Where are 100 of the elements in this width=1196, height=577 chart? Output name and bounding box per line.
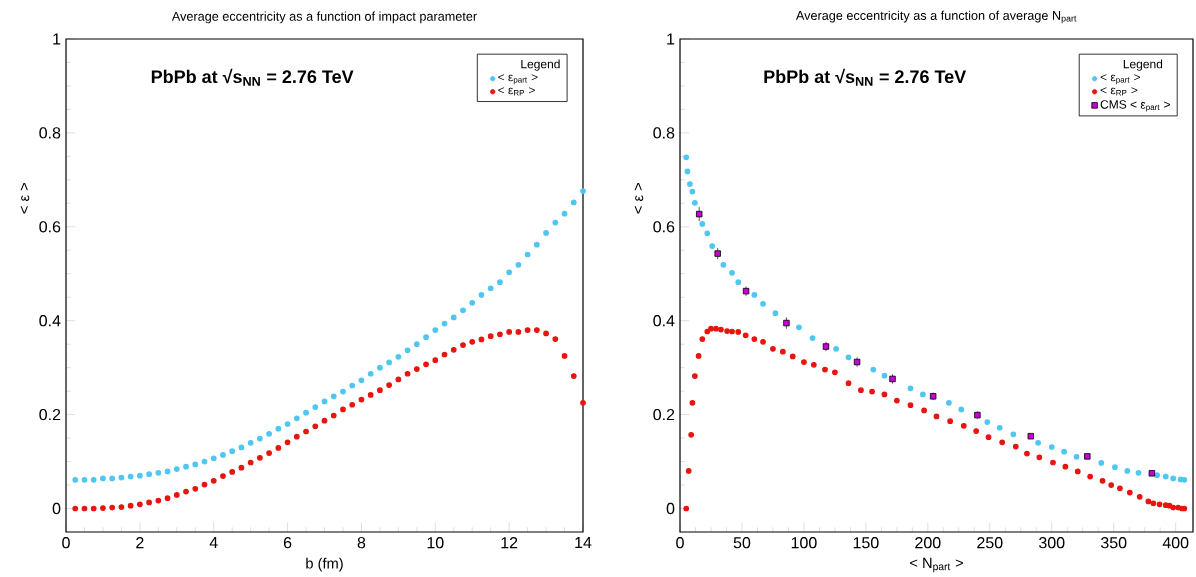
point xyxy=(257,435,263,442)
y-tick-label: 0.8 xyxy=(39,127,61,139)
point xyxy=(312,423,319,430)
point xyxy=(146,471,152,478)
point xyxy=(109,504,116,511)
point xyxy=(1024,450,1030,457)
point xyxy=(81,505,88,512)
x-tick-label: 0 xyxy=(676,537,684,549)
legend-label: < ε$_{part}$ > xyxy=(1100,74,1140,85)
y-tick-label: 0.6 xyxy=(653,221,675,233)
point xyxy=(687,181,693,187)
point xyxy=(183,488,189,495)
point xyxy=(580,400,586,406)
point xyxy=(293,433,300,440)
point xyxy=(720,261,727,268)
point xyxy=(220,452,226,458)
point xyxy=(395,353,402,360)
point xyxy=(893,397,900,404)
point xyxy=(822,366,828,373)
point xyxy=(1108,482,1115,488)
point xyxy=(984,419,991,425)
point xyxy=(1126,489,1133,496)
point xyxy=(183,463,189,470)
legend-title: Legend xyxy=(1123,59,1163,71)
point xyxy=(321,417,328,424)
point xyxy=(570,199,577,206)
point xyxy=(552,336,559,342)
point xyxy=(497,331,503,338)
point xyxy=(688,431,695,438)
point xyxy=(810,361,817,368)
point xyxy=(1170,475,1177,482)
x-tick-label: 10 xyxy=(427,537,444,549)
point xyxy=(708,325,714,332)
point xyxy=(985,434,992,441)
point xyxy=(506,329,513,335)
point xyxy=(907,402,914,409)
point xyxy=(266,430,272,437)
point xyxy=(303,428,309,435)
point xyxy=(229,448,236,455)
point xyxy=(386,359,392,366)
point xyxy=(441,351,448,358)
point xyxy=(683,154,690,161)
point xyxy=(1061,448,1067,455)
point xyxy=(1162,473,1169,480)
point xyxy=(340,388,346,395)
point xyxy=(692,373,698,379)
point xyxy=(173,466,180,472)
x-tick-label: 150 xyxy=(853,537,879,549)
point xyxy=(90,477,97,483)
point xyxy=(920,391,926,398)
y-tick-label: 1 xyxy=(53,33,61,45)
y-tick-label: 0.4 xyxy=(39,315,61,327)
point xyxy=(127,473,134,480)
point xyxy=(696,210,703,218)
point xyxy=(789,353,796,360)
point xyxy=(377,387,383,394)
point xyxy=(809,335,816,341)
point xyxy=(284,439,291,446)
point xyxy=(404,347,411,354)
y-tick-label: 0 xyxy=(666,502,675,515)
point xyxy=(90,505,97,512)
point xyxy=(760,338,766,345)
point xyxy=(432,327,439,333)
point xyxy=(137,501,143,508)
point xyxy=(229,469,236,475)
point xyxy=(742,332,749,339)
point xyxy=(713,325,719,332)
point xyxy=(1156,501,1163,508)
point xyxy=(1136,493,1143,500)
y-axis-title: < ε > xyxy=(634,183,644,214)
x-tick-label: 300 xyxy=(1039,537,1065,549)
point xyxy=(735,279,742,286)
point xyxy=(201,481,208,488)
point xyxy=(946,400,952,406)
point xyxy=(413,341,420,348)
point xyxy=(340,406,346,413)
point xyxy=(689,188,696,195)
point xyxy=(72,477,79,483)
point xyxy=(524,327,531,333)
x-tick-label: 12 xyxy=(501,537,518,549)
point xyxy=(580,188,586,194)
point xyxy=(561,353,568,359)
point xyxy=(960,423,967,429)
point xyxy=(247,439,254,446)
point xyxy=(570,373,577,379)
point xyxy=(533,241,540,248)
point xyxy=(729,328,735,335)
point xyxy=(543,230,549,236)
point xyxy=(921,407,927,414)
point xyxy=(729,269,735,276)
point xyxy=(1012,443,1019,450)
y-axis-title: < ε > xyxy=(20,183,30,214)
point xyxy=(155,469,162,476)
point xyxy=(845,380,852,387)
point xyxy=(724,328,730,334)
point xyxy=(109,475,116,482)
x-axis-title: < N$_{part}$ > xyxy=(910,557,963,573)
x-tick-label: 50 xyxy=(733,537,751,549)
point xyxy=(685,468,692,474)
point xyxy=(312,404,319,410)
